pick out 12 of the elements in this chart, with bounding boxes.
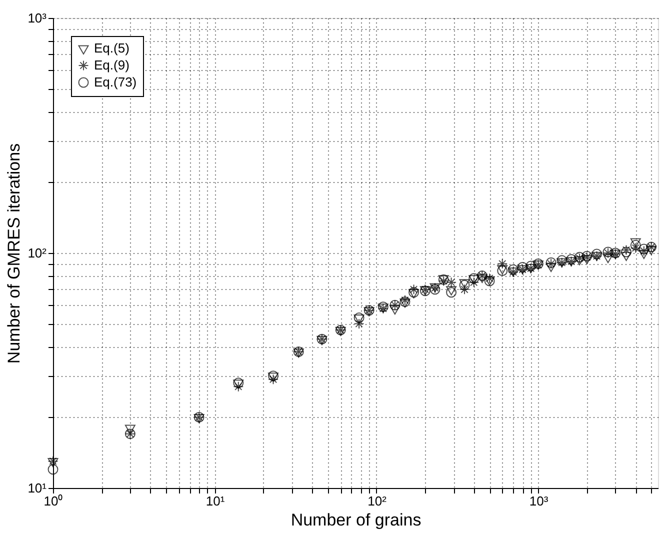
y-tick-label: 10¹ (28, 480, 48, 496)
y-axis-title: Number of GMRES iterations (4, 143, 24, 364)
x-tick-label: 10⁰ (44, 494, 64, 508)
legend-label: Eq.(73) (94, 74, 137, 90)
legend-label: Eq.(5) (94, 40, 130, 56)
x-tick-label: 10³ (529, 494, 549, 508)
y-tick-label: 10³ (28, 10, 48, 26)
x-axis-title: Number of grains (290, 510, 422, 530)
y-tick-label: 10² (28, 246, 48, 260)
legend-label: Eq.(9) (94, 58, 130, 72)
x-tick-label: 10² (368, 494, 388, 508)
x-tick-label: 10¹ (206, 494, 226, 508)
